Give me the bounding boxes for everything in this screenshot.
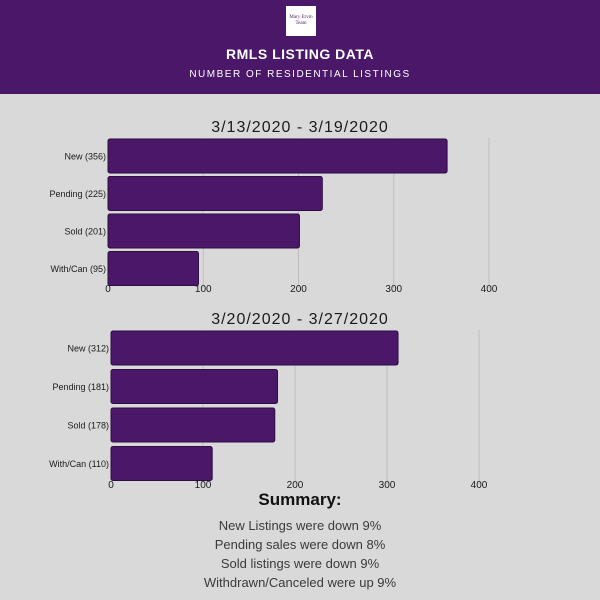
x-tick-label: 0 xyxy=(105,284,111,295)
category-label: Sold (178) xyxy=(67,421,109,431)
bar xyxy=(107,213,300,249)
x-tick-label: 200 xyxy=(290,284,307,295)
x-tick-label: 300 xyxy=(379,480,396,491)
brand-logo: Mary Ervin Team xyxy=(286,6,316,36)
bar xyxy=(110,330,399,366)
x-tick-label: 100 xyxy=(195,480,212,491)
x-tick-label: 0 xyxy=(108,480,114,491)
x-tick-label: 100 xyxy=(195,284,212,295)
x-tick-label: 400 xyxy=(481,284,498,295)
bar xyxy=(110,369,279,404)
x-tick-label: 400 xyxy=(471,480,488,491)
bar xyxy=(107,176,323,211)
x-tick-label: 300 xyxy=(385,284,402,295)
category-label: With/Can (110) xyxy=(49,459,109,469)
bar xyxy=(107,251,199,286)
bar xyxy=(110,407,276,443)
chart-1-title: 3/13/2020 - 3/19/2020 xyxy=(211,119,389,136)
category-label: New (312) xyxy=(67,344,109,354)
category-label: With/Can (95) xyxy=(50,264,106,274)
summary-line: Pending sales were down 8% xyxy=(214,537,386,552)
bar xyxy=(110,446,213,481)
x-tick-label: 200 xyxy=(287,480,304,491)
logo-text: Mary Ervin Team xyxy=(289,15,313,26)
summary-title: Summary: xyxy=(258,490,342,509)
category-label: Pending (181) xyxy=(52,382,109,392)
chart-2-title: 3/20/2020 - 3/27/2020 xyxy=(211,311,389,328)
category-label: New (356) xyxy=(64,152,106,162)
summary-line: New Listings were down 9% xyxy=(218,518,382,533)
category-label: Pending (225) xyxy=(49,189,106,199)
bar xyxy=(107,138,448,174)
header-banner: Mary Ervin Team RMLS LISTING DATA NUMBER… xyxy=(0,0,600,94)
category-label: Sold (201) xyxy=(64,227,106,237)
page-title: RMLS LISTING DATA xyxy=(226,46,374,62)
summary-line: Withdrawn/Canceled were up 9% xyxy=(203,575,397,590)
page-subtitle: NUMBER OF RESIDENTIAL LISTINGS xyxy=(189,69,411,80)
summary-line: Sold listings were down 9% xyxy=(220,556,380,571)
